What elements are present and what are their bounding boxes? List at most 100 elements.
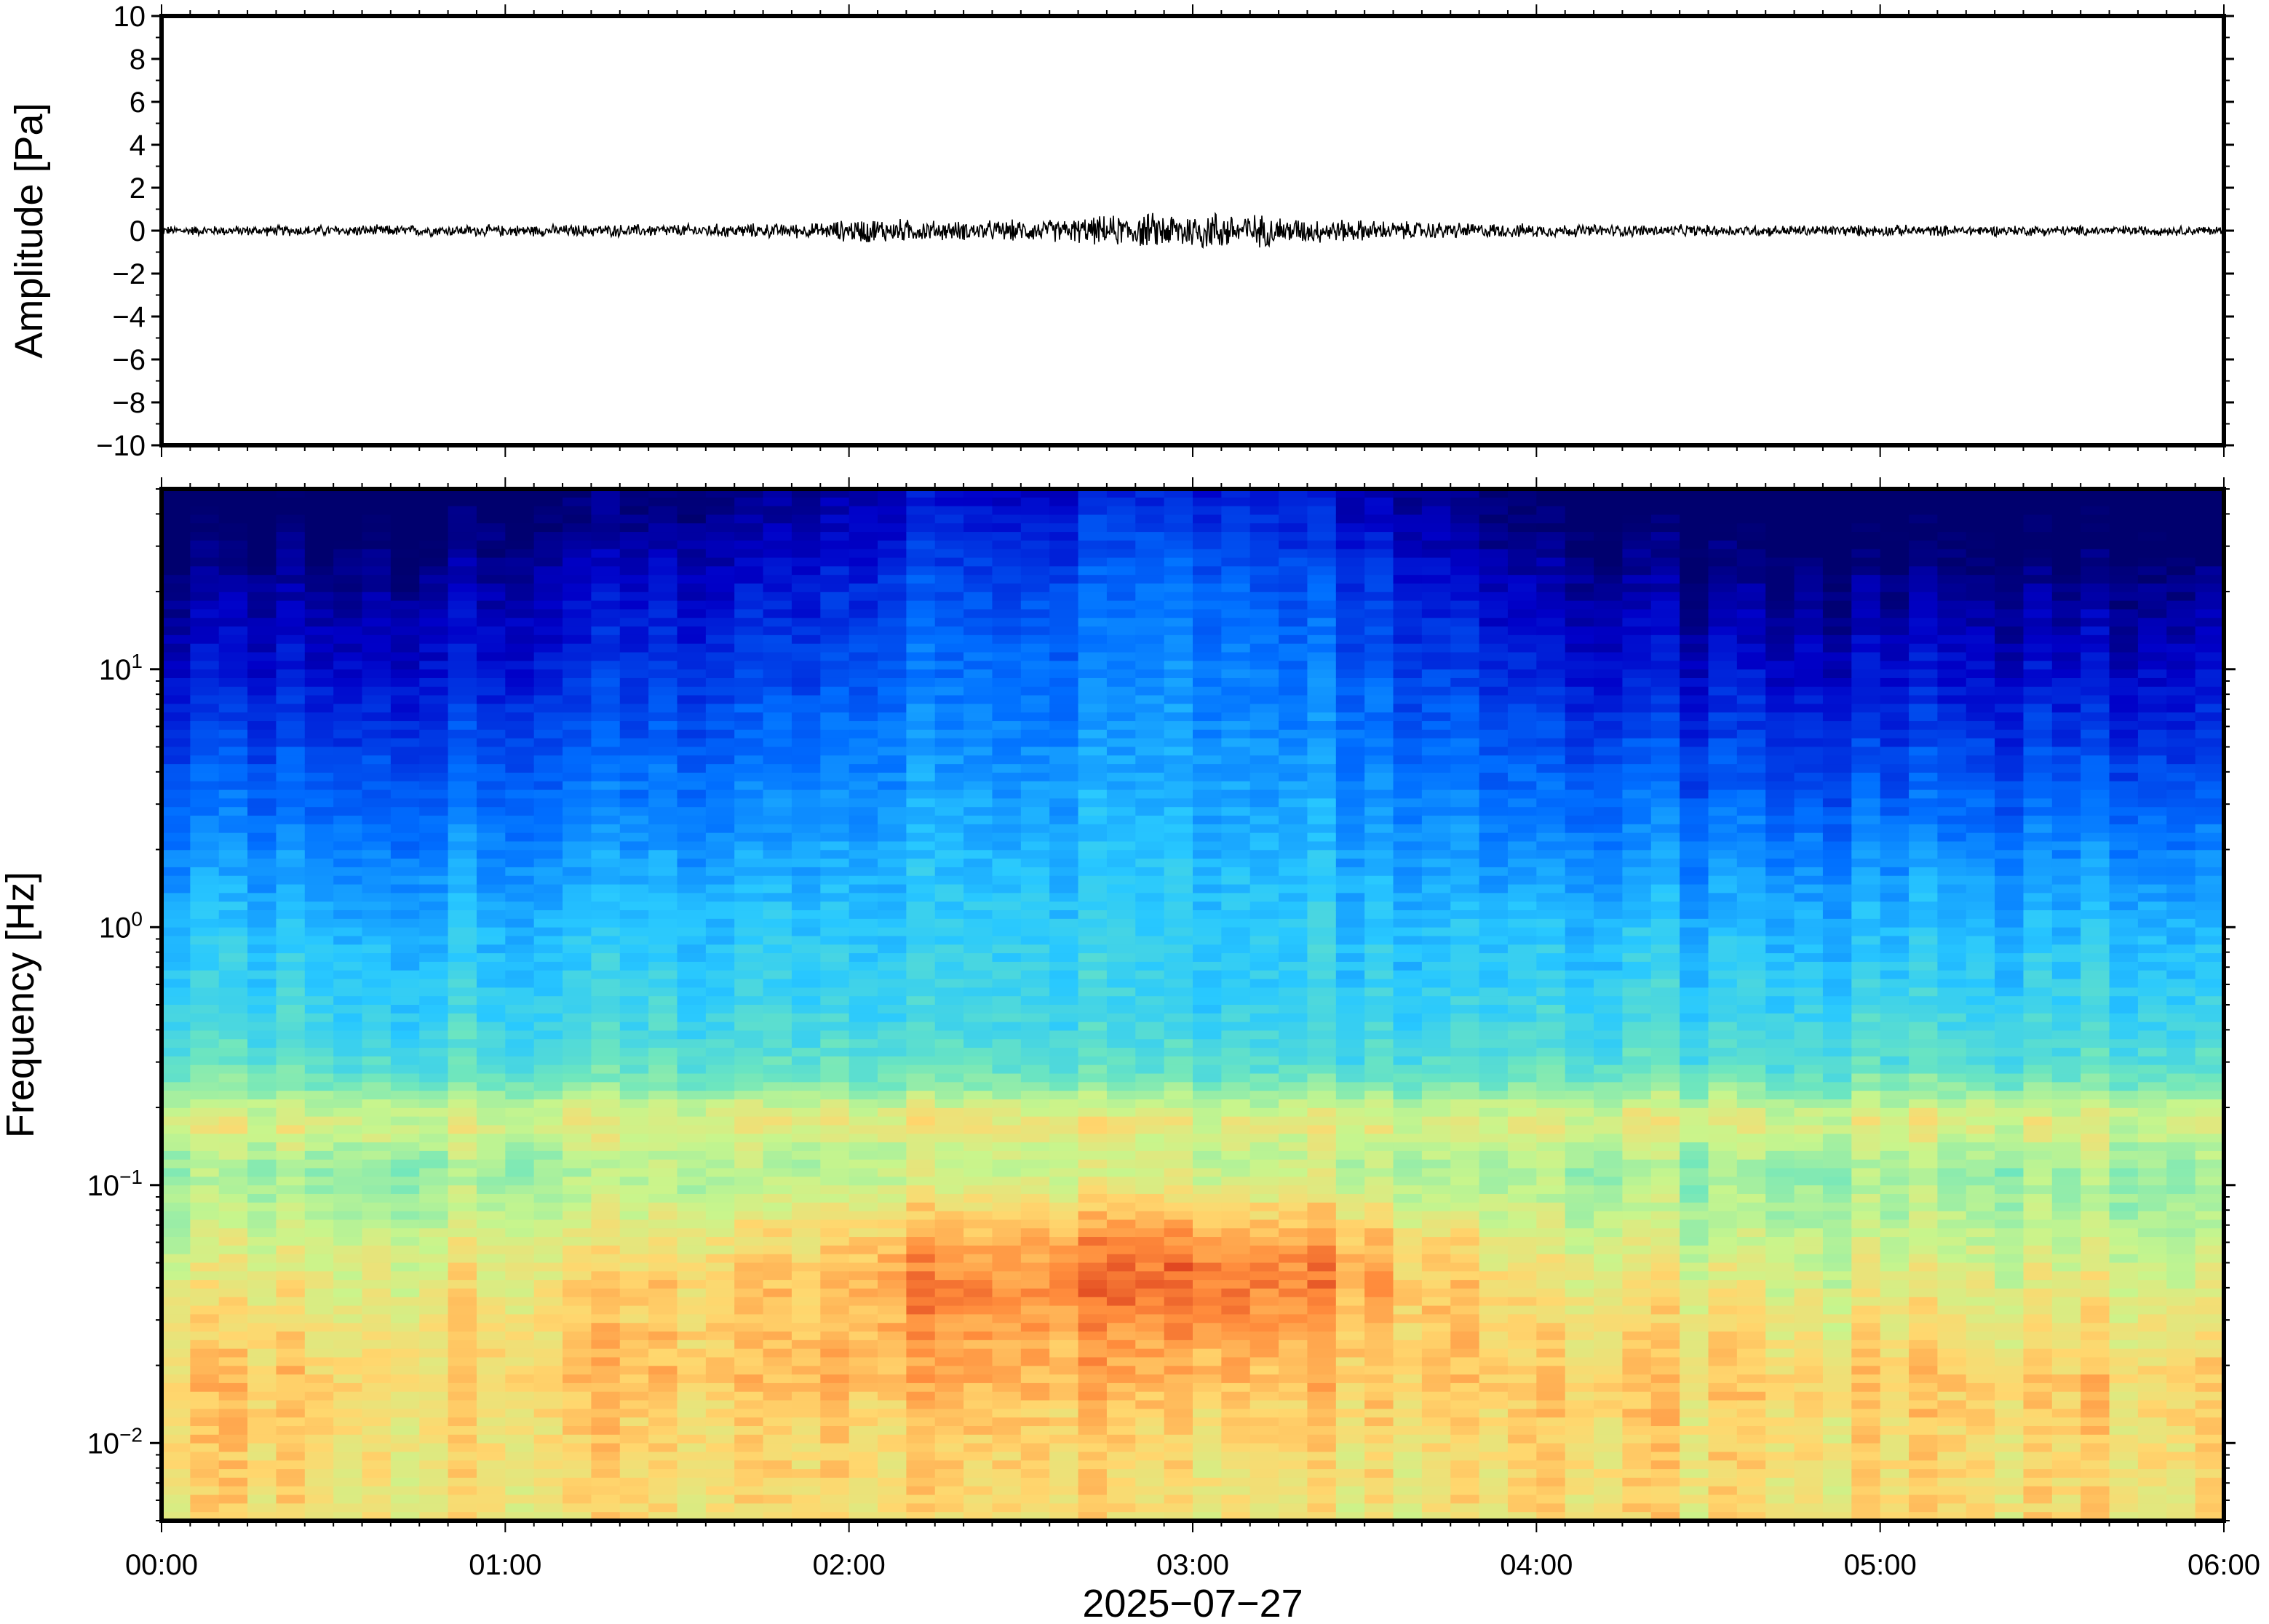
spectrogram-cell [849,884,878,894]
spectrogram-cell [218,1219,248,1230]
spectrogram-cell [476,1452,506,1462]
spectrogram-cell [476,1271,506,1281]
spectrogram-cell [1020,1503,1050,1513]
spectrogram-cell [1193,1280,1223,1289]
spectrogram-cell [992,634,1022,645]
spectrogram-cell [419,1022,449,1032]
spectrogram-cell [849,961,878,971]
spectrogram-cell [390,643,421,653]
spectrogram-cell [1106,540,1137,550]
spectrogram-cell [1279,910,1308,920]
spectrogram-cell [820,901,850,911]
spectrogram-cell [705,1168,736,1178]
spectrogram-cell [619,661,649,670]
spectrogram-cell [705,961,736,971]
spectrogram-cell [1249,1332,1279,1341]
spectrogram-cell [705,549,736,559]
spectrogram-cell [1164,884,1193,894]
spectrogram-cell [1164,514,1193,525]
spectrogram-cell [1106,1159,1137,1169]
spectrogram-cell [820,1494,850,1505]
spectrogram-cell [1249,583,1279,593]
spectrogram-cell [648,1262,678,1273]
spectrogram-cell [705,1323,736,1332]
spectrogram-cell [992,557,1022,568]
spectrogram-cell [1106,1254,1137,1264]
spectrogram-cell [1049,867,1079,877]
spectrogram-cell [734,867,764,877]
spectrogram-cell [763,1048,792,1057]
spectrogram-cell [791,1116,822,1126]
spectrogram-cell [390,824,421,834]
spectrogram-cell [1106,721,1137,731]
spectrogram-cell [162,652,191,662]
spectrogram-cell [1078,575,1108,584]
spectrogram-cell [820,1305,850,1315]
spectrogram-cell [791,772,822,782]
spectrogram-cell [419,850,449,859]
spectrogram-cell [476,575,506,584]
spectrogram-cell [304,781,334,791]
spectrogram-cell [218,704,248,714]
spectrogram-cell [1049,575,1079,584]
spectrogram-cell [505,1056,535,1066]
spectrogram-cell [878,1494,907,1505]
spectrogram-cell [476,1297,506,1307]
spectrogram-cell [648,1082,678,1091]
spectrogram-cell [362,1288,392,1298]
spectrogram-cell [563,772,592,782]
spectrogram-cell [763,1219,792,1230]
spectrogram-cell [476,1434,506,1444]
spectrogram-cell [533,1202,563,1212]
spectrogram-cell [791,1288,822,1298]
spectrogram-cell [820,1409,850,1418]
spectrogram-cell [448,1323,477,1332]
spectrogram-cell [1049,1237,1079,1246]
spectrogram-cell [1106,1048,1137,1057]
spectrogram-cell [1193,1477,1223,1487]
spectrogram-cell [1279,1177,1308,1186]
spectrogram-cell [505,944,535,954]
spectrogram-cell [533,1237,563,1246]
spectrogram-cell [648,1391,678,1401]
spectrogram-cell [304,497,334,507]
spectrogram-cell [533,987,563,997]
spectrogram-cell [1135,1022,1165,1032]
spectrogram-cell [190,747,220,757]
spectrogram-cell [190,1022,220,1032]
spectrogram-cell [619,1150,649,1161]
spectrogram-cell [1164,781,1193,791]
spectrogram-cell [304,532,334,541]
spectrogram-cell [992,626,1022,636]
spectrogram-cell [648,1142,678,1152]
spectrogram-cell [505,1323,535,1332]
spectrogram-cell [992,549,1022,559]
spectrogram-cell [992,514,1022,525]
spectrogram-cell [1279,781,1308,791]
spectrogram-cell [1164,592,1193,602]
spectrogram-cell [1249,1005,1279,1014]
spectrogram-cell [533,1314,563,1324]
spectrogram-cell [734,987,764,997]
spectrogram-cell [1164,893,1193,902]
spectrogram-cell [992,1409,1022,1418]
spectrogram-cell [992,523,1022,533]
spectrogram-cell [677,540,707,550]
spectrogram-cell [878,1005,907,1014]
spectrogram-cell [734,1391,764,1401]
spectrogram-cell [1049,1400,1079,1410]
spectrogram-cell [419,1348,449,1358]
spectrogram-cell [419,1245,449,1255]
spectrogram-cell [820,1013,850,1023]
spectrogram-cell [734,514,764,525]
spectrogram-cell [734,1297,764,1307]
spectrogram-cell [505,781,535,791]
spectrogram-cell [619,953,649,963]
spectrogram-cell [419,634,449,645]
spectrogram-cell [1106,953,1137,963]
spectrogram-cell [734,1064,764,1075]
spectrogram-cell [276,927,306,937]
spectrogram-cell [1249,1107,1279,1118]
spectrogram-cell [1193,1056,1223,1066]
spectrogram-cell [218,1099,248,1109]
